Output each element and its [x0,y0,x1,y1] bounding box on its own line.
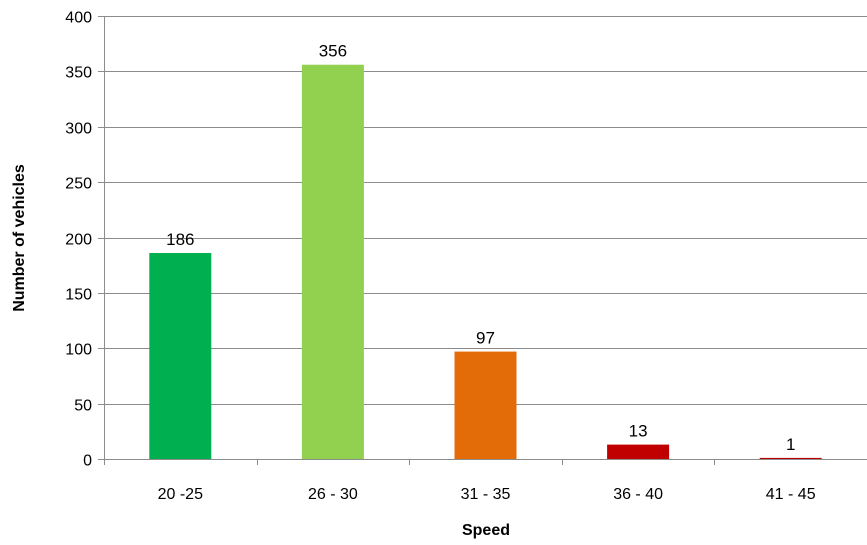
x-tick-label: 26 - 30 [308,486,358,503]
y-tick-label: 300 [65,121,92,138]
bar [454,351,517,459]
bar [149,253,212,459]
y-tick-label: 150 [65,287,92,304]
bar [301,64,364,459]
y-tick-label: 50 [74,398,92,415]
y-tick-label: 200 [65,232,92,249]
data-label: 13 [629,422,648,441]
data-label: 97 [476,329,495,348]
gridlines [98,16,867,460]
data-label: 356 [319,42,347,61]
x-axis-tick-labels: 20 -25 26 - 30 31 - 35 36 - 40 41 - 45 [158,486,816,503]
y-tick-label: 350 [65,65,92,82]
y-tick-label: 400 [65,10,92,27]
y-tick-label: 0 [83,453,92,470]
y-tick-label: 250 [65,176,92,193]
bars [149,64,822,459]
y-axis-title: Number of vehicles [11,164,28,312]
x-tick-label: 41 - 45 [766,486,816,503]
data-label: 1 [786,435,795,454]
axes [104,16,867,465]
x-axis-title: Speed [462,522,510,539]
bar [759,457,822,459]
y-axis-tick-labels: 0 50 100 150 200 250 300 350 400 [65,10,92,470]
data-label: 186 [166,230,194,249]
y-tick-label: 100 [65,342,92,359]
bar [607,444,670,459]
data-labels: 186 356 97 13 1 [166,42,795,454]
x-tick-label: 31 - 35 [461,486,511,503]
x-tick-label: 36 - 40 [613,486,663,503]
x-tick-label: 20 -25 [158,486,203,503]
